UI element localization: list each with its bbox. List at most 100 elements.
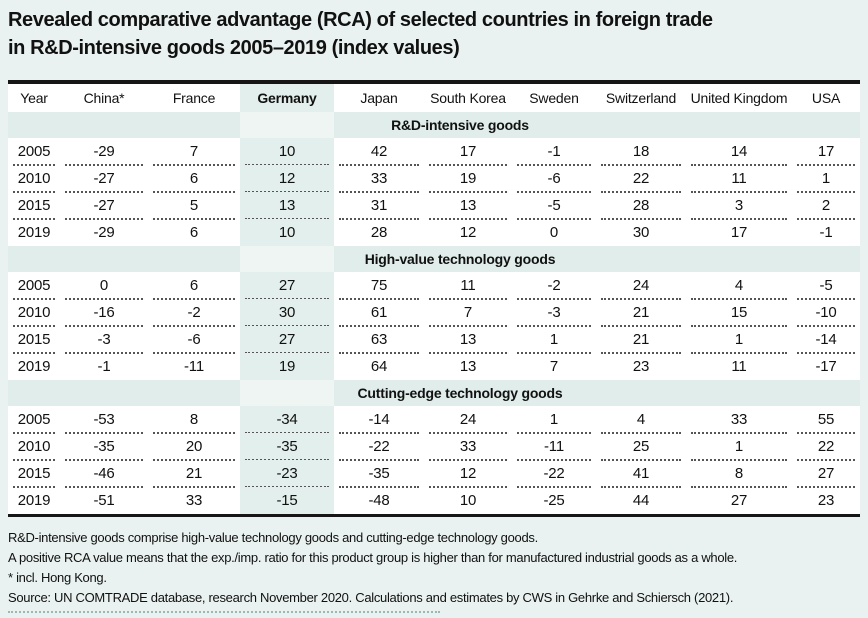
value-cell: -2	[148, 299, 240, 327]
value-cell: 75	[334, 272, 424, 300]
value-cell: -5	[512, 192, 596, 220]
figure-title-line1: Revealed comparative advantage (RCA) of …	[8, 9, 713, 31]
value-cell: 2	[792, 192, 860, 220]
value-cell: -35	[60, 433, 148, 461]
value-cell: 41	[596, 460, 686, 488]
value-cell: 31	[334, 192, 424, 220]
section-label: Cutting-edge technology goods	[357, 385, 563, 401]
value-cell: -6	[148, 326, 240, 354]
germany-column-highlight	[240, 112, 334, 138]
value-cell: 33	[185, 492, 203, 509]
value-cell: 12	[459, 224, 477, 241]
value-cell: 27	[730, 492, 748, 509]
value-cell: 30	[632, 224, 650, 241]
value-cell: 17	[424, 138, 512, 166]
value-cell: 24	[596, 272, 686, 300]
value-cell: 10	[240, 219, 334, 246]
year-cell: 2005	[8, 406, 60, 434]
column-header-china: China*	[60, 84, 148, 112]
value-cell: -46	[60, 460, 148, 488]
value-cell: 33	[686, 406, 792, 434]
table-row: 2019 -51 33 -15 -48 10 -25 44 27 23	[8, 487, 860, 514]
table-row: 2005 -53 8 -34 -14 24 1 4 33 55	[8, 406, 860, 434]
section-band: Cutting-edge technology goods	[8, 380, 860, 406]
value-cell: -27	[60, 165, 148, 193]
value-cell: 22	[792, 433, 860, 461]
value-cell: 1	[686, 326, 792, 354]
value-cell: -1	[97, 358, 111, 375]
table-row: 2005 0 6 27 75 11 -2 24 4 -5	[8, 272, 860, 300]
value-cell: 17	[730, 224, 748, 241]
value-cell: 21	[148, 460, 240, 488]
value-cell: 55	[792, 406, 860, 434]
year-cell: 2015	[8, 460, 60, 488]
value-cell: -35	[334, 460, 424, 488]
value-cell: -29	[93, 224, 115, 241]
value-cell: -29	[60, 138, 148, 166]
bottom-rule	[8, 514, 860, 517]
value-cell: -5	[792, 272, 860, 300]
germany-column-highlight	[240, 246, 334, 272]
column-header-usa: USA	[792, 84, 860, 112]
year-cell: 2015	[8, 326, 60, 354]
table-row: 2015 -46 21 -23 -35 12 -22 41 8 27	[8, 460, 860, 488]
column-header-year: Year	[8, 84, 60, 112]
value-cell: 33	[424, 433, 512, 461]
value-cell: 44	[632, 492, 650, 509]
value-cell: 1	[512, 326, 596, 354]
value-cell: 18	[596, 138, 686, 166]
value-cell: -3	[512, 299, 596, 327]
table-row: 2010 -35 20 -35 -22 33 -11 25 1 22	[8, 433, 860, 461]
value-cell: 3	[686, 192, 792, 220]
source-line: Source: UN COMTRADE database, research N…	[8, 590, 734, 605]
value-cell: 21	[596, 326, 686, 354]
footnotes: R&D-intensive goods comprise high-value …	[8, 528, 860, 588]
value-cell: -1	[512, 138, 596, 166]
value-cell: 17	[792, 138, 860, 166]
footnote-definition: R&D-intensive goods comprise high-value …	[8, 530, 538, 545]
value-cell: -17	[815, 358, 837, 375]
value-cell: 11	[686, 165, 792, 193]
value-cell: 13	[240, 192, 334, 220]
column-header-united-kingdom: United Kingdom	[686, 84, 792, 112]
year-cell: 2005	[8, 138, 60, 166]
value-cell: 12	[424, 460, 512, 488]
value-cell: -53	[60, 406, 148, 434]
column-header-france: France	[148, 84, 240, 112]
value-cell: -22	[334, 433, 424, 461]
table-row: 2010 -27 6 12 33 19 -6 22 11 1	[8, 165, 860, 193]
germany-column-highlight	[240, 380, 334, 406]
value-cell: 27	[240, 326, 334, 354]
value-cell: 1	[686, 433, 792, 461]
footnote-hong-kong: * incl. Hong Kong.	[8, 570, 107, 585]
value-cell: -48	[368, 492, 390, 509]
table-row: 2019 -29 6 10 28 12 0 30 17 -1	[8, 219, 860, 246]
value-cell: 1	[512, 406, 596, 434]
value-cell: 20	[148, 433, 240, 461]
section-band: High-value technology goods	[8, 246, 860, 272]
value-cell: 27	[240, 272, 334, 300]
value-cell: 19	[424, 165, 512, 193]
year-cell: 2019	[17, 224, 51, 241]
value-cell: -6	[512, 165, 596, 193]
column-header-switzerland: Switzerland	[596, 84, 686, 112]
column-header-south-korea: South Korea	[424, 84, 512, 112]
section-band-row: Cutting-edge technology goods	[8, 380, 860, 406]
rca-table: Year China* France Germany Japan South Korea S…	[8, 84, 860, 514]
value-cell: 15	[686, 299, 792, 327]
year-cell: 2019	[17, 492, 51, 509]
value-cell: 7	[549, 358, 559, 375]
value-cell: -14	[334, 406, 424, 434]
value-cell: 27	[792, 460, 860, 488]
year-cell: 2015	[8, 192, 60, 220]
value-cell: 0	[60, 272, 148, 300]
section-label: R&D-intensive goods	[391, 117, 529, 133]
table-row: 2015 -3 -6 27 63 13 1 21 1 -14	[8, 326, 860, 354]
value-cell: 11	[424, 272, 512, 300]
value-cell: -2	[512, 272, 596, 300]
value-cell: -35	[240, 433, 334, 461]
value-cell: -22	[512, 460, 596, 488]
value-cell: 24	[424, 406, 512, 434]
value-cell: 23	[632, 358, 650, 375]
